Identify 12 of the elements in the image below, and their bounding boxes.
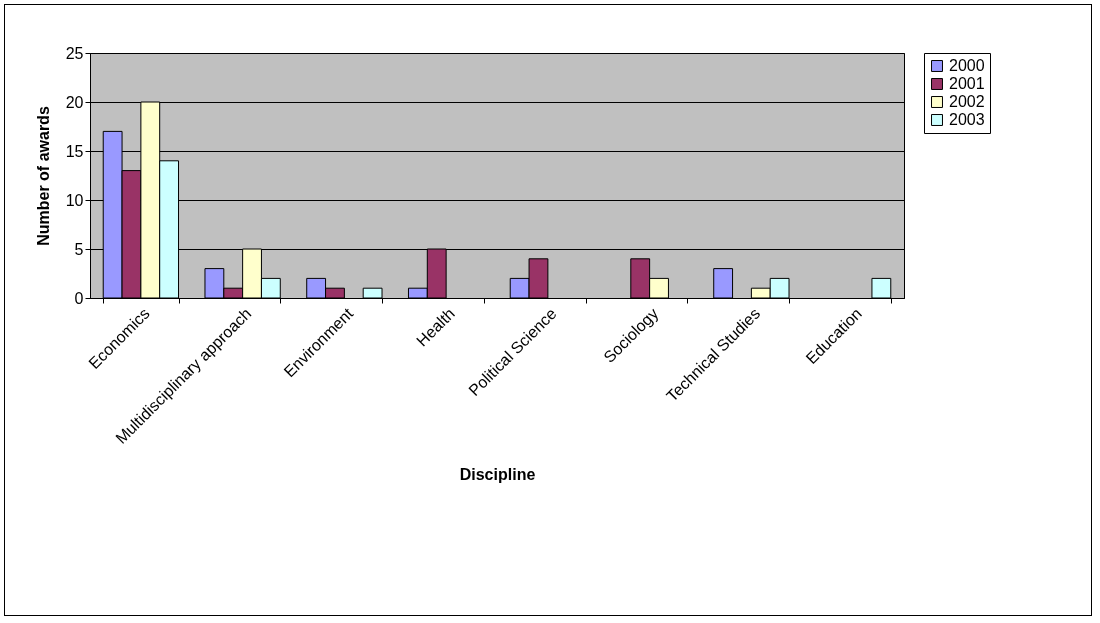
y-tick-label: 10	[65, 191, 84, 209]
legend-label: 2002	[949, 93, 985, 110]
legend-label: 2000	[949, 57, 985, 74]
y-axis-title: Number of awards	[34, 106, 52, 246]
legend-label: 2001	[949, 75, 985, 92]
x-axis-title: Discipline	[459, 465, 536, 483]
y-tick-label: 25	[65, 44, 84, 62]
y-tick-label: 20	[65, 93, 84, 111]
y-tick-label: 0	[74, 289, 84, 307]
y-tick-label: 15	[65, 142, 84, 160]
legend-label: 2003	[949, 111, 985, 128]
y-tick-label: 5	[74, 240, 84, 258]
